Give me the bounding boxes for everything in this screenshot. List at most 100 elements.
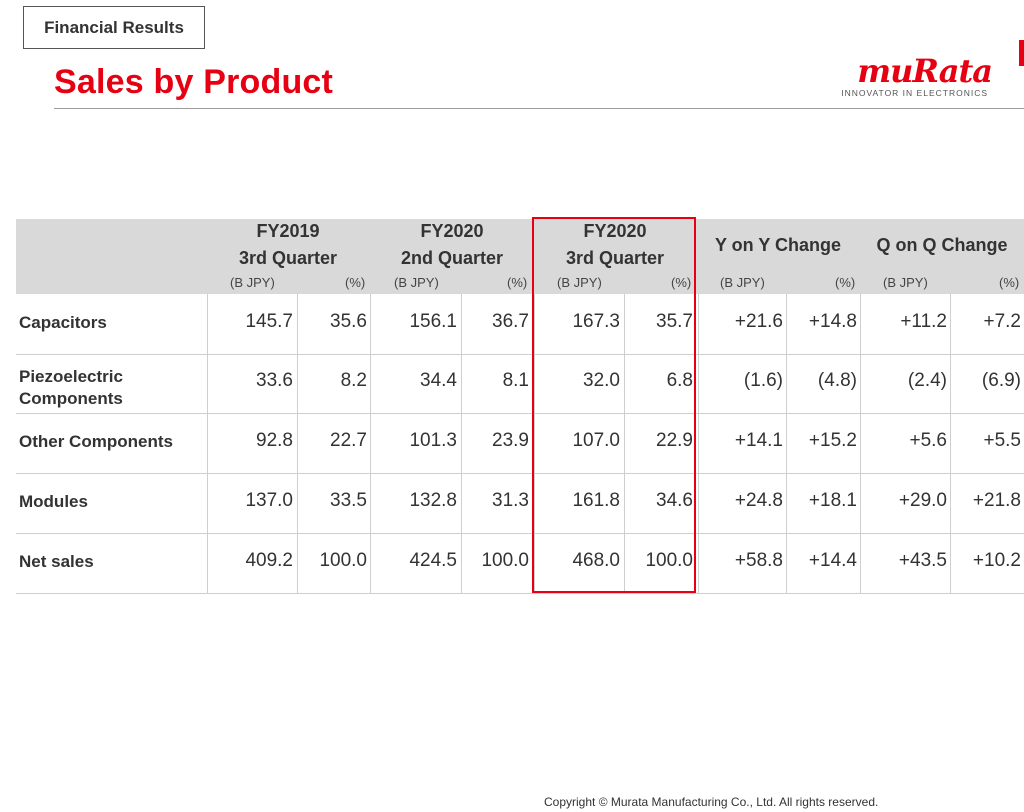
row-divider: [16, 533, 1024, 534]
title-divider: [54, 108, 1024, 109]
table-cell: +14.8: [808, 311, 857, 332]
table-cell: 34.4: [420, 370, 457, 391]
column-divider: [461, 294, 462, 594]
table-cell: +5.5: [983, 430, 1021, 451]
unit-label: (%): [835, 275, 856, 290]
unit-label: (B JPY): [394, 275, 439, 290]
table-header: [16, 219, 1024, 294]
unit-label: (%): [999, 275, 1020, 290]
table-cell: 35.7: [656, 311, 693, 332]
table-cell: +29.0: [898, 490, 947, 511]
table-cell: +10.2: [972, 550, 1021, 571]
table-cell: 22.7: [330, 430, 367, 451]
table-cell: 167.3: [572, 311, 620, 332]
column-group-title: Y on Y Change: [714, 235, 842, 255]
table-cell: +11.2: [900, 311, 947, 332]
table-cell: +21.6: [734, 311, 783, 332]
current-quarter-highlight: [532, 217, 696, 593]
table-cell: +43.5: [898, 550, 947, 571]
table-cell: 31.3: [492, 490, 529, 511]
unit-label: (%): [345, 275, 366, 290]
column-group-subtitle: 2nd Quarter: [400, 248, 504, 268]
table-cell: 100.0: [481, 550, 529, 571]
column-divider: [297, 294, 298, 594]
table-cell: (4.8): [817, 370, 857, 391]
page-title: Sales by Product: [54, 63, 334, 101]
table-cell: 156.1: [409, 311, 457, 332]
table-cell: 101.3: [409, 430, 457, 451]
table-cell: 36.7: [492, 311, 529, 332]
column-group-title: Q on Q Change: [876, 235, 1008, 255]
column-divider: [534, 294, 535, 594]
row-label: Capacitors: [19, 313, 107, 332]
table-cell: +5.6: [909, 430, 947, 451]
row-label: Other Components: [19, 432, 173, 451]
table-cell: 100.0: [645, 550, 693, 571]
table-cell: 424.5: [409, 550, 457, 571]
table-cell: +24.8: [734, 490, 783, 511]
column-divider: [624, 294, 625, 594]
table-cell: +21.8: [972, 490, 1021, 511]
table-cell: 132.8: [409, 490, 457, 511]
row-divider: [16, 473, 1024, 474]
table-cell: (1.6): [743, 370, 783, 391]
table-cell: +14.4: [808, 550, 857, 571]
table-cell: 145.7: [245, 311, 293, 332]
unit-label: (%): [507, 275, 528, 290]
table-cell: 100.0: [319, 550, 367, 571]
row-label: Net sales: [19, 552, 94, 571]
column-divider: [370, 294, 371, 594]
row-divider: [16, 593, 1024, 594]
table-cell: 22.9: [656, 430, 693, 451]
table-cell: 32.0: [583, 370, 620, 391]
column-divider: [698, 294, 699, 594]
table-cell: 92.8: [256, 430, 293, 451]
column-divider: [950, 294, 951, 594]
column-divider: [786, 294, 787, 594]
column-group-title: FY2019: [256, 221, 320, 241]
table-cell: 33.5: [330, 490, 367, 511]
row-label-line: Components: [19, 389, 123, 408]
unit-label: (B JPY): [557, 275, 602, 290]
table-cell: (2.4): [907, 370, 947, 391]
table-cell: 35.6: [330, 311, 367, 332]
row-divider: [16, 354, 1024, 355]
column-group-title: FY2020: [420, 221, 484, 241]
table-cell: 468.0: [572, 550, 620, 571]
row-label: Modules: [19, 492, 88, 511]
logo-wordmark: muRata: [857, 52, 993, 90]
column-group-subtitle: 3rd Quarter: [238, 248, 338, 268]
table-cell: 409.2: [245, 550, 293, 571]
row-label: Piezoelectric Components: [19, 366, 123, 410]
column-group-title: FY2020: [583, 221, 647, 241]
table-cell: 8.1: [502, 370, 529, 391]
table-cell: 137.0: [245, 490, 293, 511]
unit-label: (%): [671, 275, 692, 290]
table-cell: 6.8: [666, 370, 693, 391]
column-divider: [860, 294, 861, 594]
column-group-subtitle: 3rd Quarter: [565, 248, 665, 268]
row-divider: [16, 413, 1024, 414]
unit-label: (B JPY): [883, 275, 928, 290]
table-cell: 23.9: [492, 430, 529, 451]
table-cell: 161.8: [572, 490, 620, 511]
unit-label: (B JPY): [230, 275, 275, 290]
table-cell: +7.2: [983, 311, 1021, 332]
company-logo: muRata INNOVATOR IN ELECTRONICS: [836, 52, 996, 102]
table-cell: 33.6: [256, 370, 293, 391]
edge-accent-mark: [1019, 40, 1024, 66]
table-cell: +14.1: [734, 430, 783, 451]
table-cell: 8.2: [340, 370, 367, 391]
column-divider: [207, 294, 208, 594]
unit-label: (B JPY): [720, 275, 765, 290]
row-label-line: Piezoelectric: [19, 367, 123, 386]
table-cell: 34.6: [656, 490, 693, 511]
copyright-notice: Copyright © Murata Manufacturing Co., Lt…: [544, 795, 879, 809]
table-cell: (6.9): [981, 370, 1021, 391]
table-cell: +58.8: [734, 550, 783, 571]
table-cell: 107.0: [572, 430, 620, 451]
table-cell: +15.2: [808, 430, 857, 451]
table-cell: +18.1: [808, 490, 857, 511]
logo-tagline: INNOVATOR IN ELECTRONICS: [841, 88, 988, 98]
section-tag: Financial Results: [23, 6, 205, 49]
